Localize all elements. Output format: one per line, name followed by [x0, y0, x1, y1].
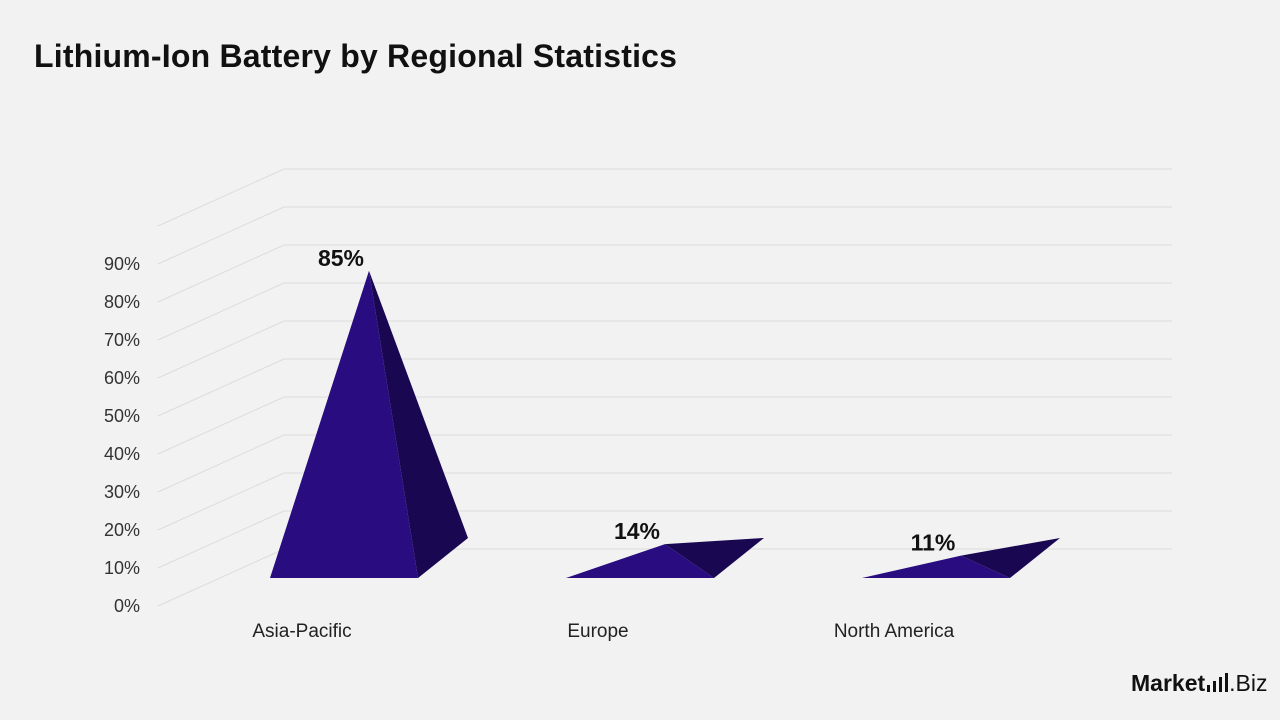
pyramid-side-2 [961, 538, 1060, 578]
x-tick-label: Asia-Pacific [252, 621, 351, 642]
gridline-side-10 [157, 168, 285, 227]
logo-bars-icon [1207, 673, 1229, 692]
data-label: 85% [318, 245, 364, 271]
gridline-side-9 [157, 206, 285, 265]
x-tick-label: North America [834, 621, 955, 642]
y-tick-label: 20% [104, 520, 140, 540]
x-axis: Asia-Pacific Europe North America [252, 621, 954, 642]
data-label: 11% [911, 530, 956, 556]
gridline-side-6 [157, 320, 285, 379]
pyramid-side-0 [369, 270, 468, 578]
y-tick-label: 10% [104, 558, 140, 578]
data-labels: 85% 14% 11% [318, 245, 955, 556]
y-tick-label: 30% [104, 482, 140, 502]
y-tick-label: 80% [104, 292, 140, 312]
pyramid-front-2 [862, 555, 1010, 578]
y-tick-label: 70% [104, 330, 140, 350]
y-tick-label: 90% [104, 254, 140, 274]
gridlines [157, 168, 1172, 607]
gridline-side-2 [157, 472, 285, 531]
chart-title: Lithium-Ion Battery by Regional Statisti… [34, 38, 678, 74]
logo-text-suffix: .Biz [1229, 670, 1268, 696]
gridline-side-0 [157, 548, 285, 607]
y-tick-label: 40% [104, 444, 140, 464]
gridline-side-4 [157, 396, 285, 455]
gridline-side-7 [157, 282, 285, 341]
pyramid-front-1 [566, 544, 714, 578]
logo-text-main: Market [1131, 670, 1206, 696]
pyramid-side-1 [665, 538, 764, 578]
y-tick-label: 0% [114, 596, 140, 616]
gridline-side-8 [157, 244, 285, 303]
data-label: 14% [614, 518, 660, 544]
x-tick-label: Europe [567, 621, 628, 642]
y-axis: 0% 10% 20% 30% 40% 50% 60% 70% 80% 90% [104, 254, 140, 616]
gridline-side-3 [157, 434, 285, 493]
pyramid-bars [270, 270, 1060, 578]
y-tick-label: 60% [104, 368, 140, 388]
gridline-side-5 [157, 358, 285, 417]
pyramid-front-0 [270, 270, 418, 578]
y-tick-label: 50% [104, 406, 140, 426]
gridline-side-1 [157, 510, 285, 569]
marketbiz-logo: Market .Biz [1131, 670, 1268, 697]
